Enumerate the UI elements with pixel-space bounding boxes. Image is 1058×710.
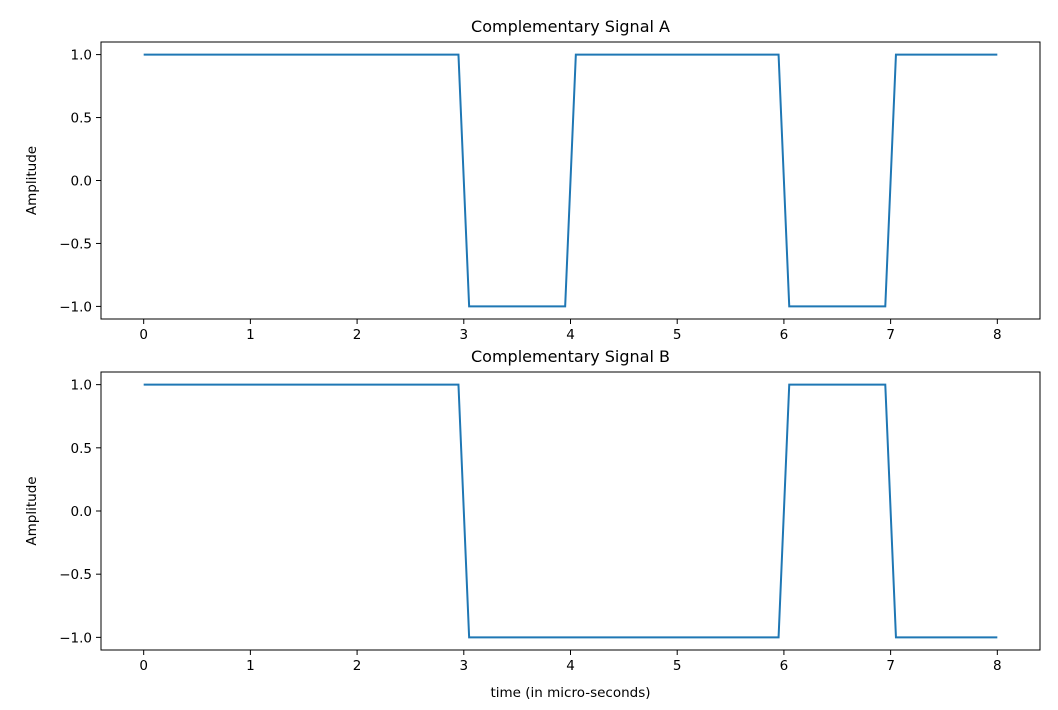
chart-title: Complementary Signal B [471,347,670,366]
x-tick-label: 8 [993,327,1002,343]
y-tick-label: −0.5 [59,236,92,252]
y-tick-label: 0.5 [71,111,92,127]
x-tick-label: 0 [139,658,148,674]
x-tick-label: 2 [353,327,362,343]
y-tick-label: 0.0 [71,504,92,520]
x-tick-label: 5 [673,658,682,674]
chart-title: Complementary Signal A [471,17,670,36]
y-tick-label: −1.0 [59,630,92,646]
x-tick-label: 6 [780,658,789,674]
subplot-signal-a: 0 1 2 3 4 5 6 7 8 1.0 0.5 0.0 −0.5 −1.0 Complementary … [24,17,1041,343]
y-tick-label: 0.0 [71,174,92,190]
x-tick-label: 7 [886,327,895,343]
y-tick-label: 0.5 [71,441,92,457]
x-tick-label: 7 [886,658,895,674]
x-tick-label: 0 [139,327,148,343]
x-tick-label: 6 [780,327,789,343]
x-tick-label: 4 [566,658,575,674]
y-tick-label: 1.0 [71,48,92,64]
x-tick-label: 1 [246,327,255,343]
y-tick-label: 1.0 [71,378,92,394]
series-line [143,383,998,639]
y-tick-label: −0.5 [59,567,92,583]
subplot-signal-b: 0 1 2 3 4 5 6 7 8 1.0 0.5 0.0 −0.5 −1.0 Complementary … [24,347,1041,701]
x-tick-label: 3 [459,327,468,343]
x-tick-label: 3 [459,658,468,674]
y-axis-label: Amplitude [24,476,40,545]
y-tick-label: −1.0 [59,299,92,315]
axes-frame [100,371,1041,651]
x-tick-label: 4 [566,327,575,343]
y-axis-label: Amplitude [24,146,40,215]
x-tick-label: 1 [246,658,255,674]
x-tick-label: 5 [673,327,682,343]
series-line [143,53,998,308]
x-tick-label: 8 [993,658,1002,674]
x-tick-label: 2 [353,658,362,674]
x-axis-label: time (in micro-seconds) [490,685,650,701]
